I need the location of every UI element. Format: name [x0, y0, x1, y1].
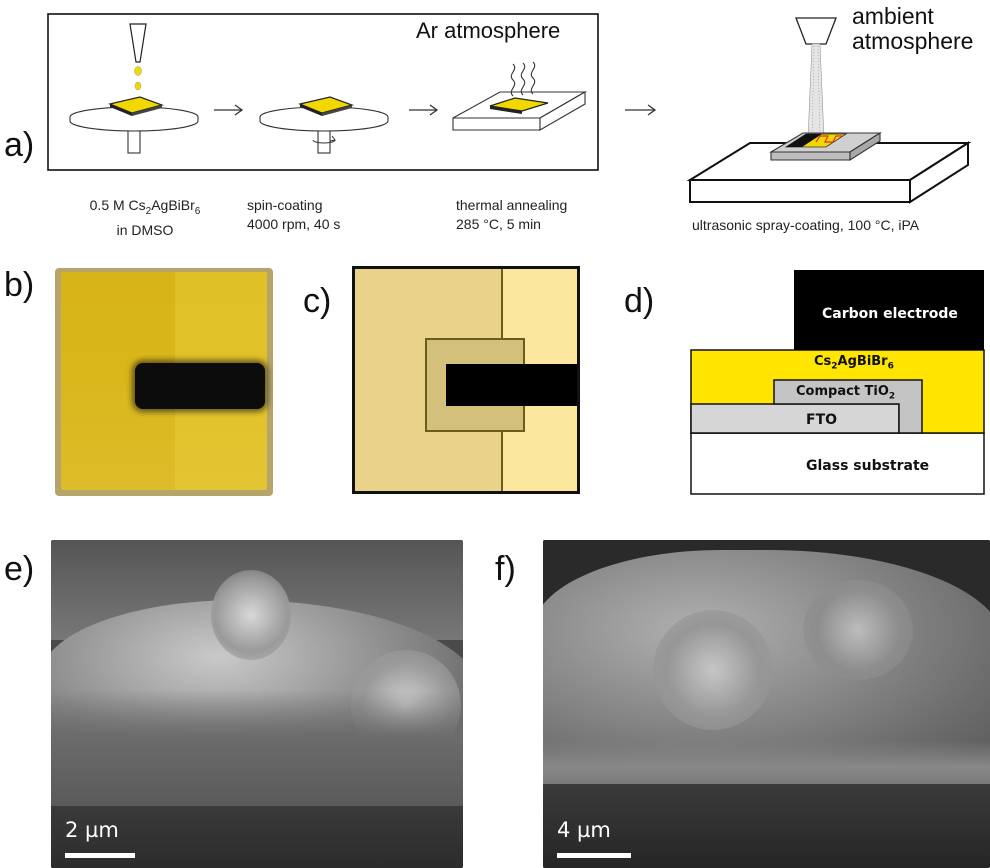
- tio2-layer: [773, 379, 923, 434]
- compact-tio2-label: Compact TiO2: [796, 384, 895, 402]
- panel-label-d: d): [624, 282, 655, 320]
- hotplate-icon: [452, 61, 588, 131]
- sem-image-e: 2 µm: [51, 540, 463, 868]
- step4-caption: ultrasonic spray-coating, 100 °C, iPA: [692, 216, 919, 235]
- step2-text-b: 4000 rpm, 40 s: [247, 216, 341, 232]
- spray-nozzle-icon: [795, 17, 837, 139]
- panel-label-e: e): [4, 550, 35, 588]
- step1-text-c: in DMSO: [116, 221, 174, 238]
- panel-label-b: b): [4, 266, 35, 304]
- spin-coater-1: [69, 96, 199, 154]
- perovskite-label: Cs2AgBiBr6: [814, 354, 894, 372]
- spin-coater-2: [259, 96, 389, 154]
- sem-f-bright-cluster-2: [803, 580, 913, 680]
- perov-text-a: Cs: [814, 354, 832, 369]
- perov-sub-2: 6: [887, 361, 894, 372]
- ar-atmosphere-box: [47, 13, 599, 171]
- step1-sub-2: 6: [194, 205, 201, 217]
- ar-atmosphere-title: Ar atmosphere: [416, 18, 561, 43]
- carbon-contact: [446, 364, 578, 406]
- sample-photo: [55, 268, 273, 496]
- scale-bar-e: [65, 853, 135, 858]
- step1-sub-1: 2: [145, 205, 152, 217]
- step3-caption: thermal annealing 285 °C, 5 min: [456, 196, 567, 234]
- step1-caption: 0.5 M Cs2AgBiBr6 in DMSO: [60, 196, 230, 240]
- sample-carbon-electrode: [135, 363, 265, 409]
- arrow-right-icon-3: [625, 104, 657, 116]
- device-top-view-diagram: [352, 266, 580, 494]
- carbon-layer: [794, 270, 984, 350]
- device-cross-section-diagram: [690, 270, 985, 495]
- step2-caption: spin-coating 4000 rpm, 40 s: [247, 196, 340, 234]
- step2-text-a: spin-coating: [247, 197, 323, 213]
- spray-hotplate-icon: [686, 132, 972, 204]
- step3-text-a: thermal annealing: [456, 197, 568, 213]
- fto-layer: [690, 403, 900, 434]
- perov-sub-1: 2: [831, 361, 838, 372]
- ambient-label-line1: ambient: [852, 3, 934, 29]
- sem-e-bright-cluster-1: [211, 570, 291, 660]
- glass-layer: [690, 432, 985, 495]
- ambient-label-line2: atmosphere: [852, 28, 974, 54]
- panel-a-drawing: [47, 13, 972, 204]
- step3-text-b: 285 °C, 5 min: [456, 216, 541, 232]
- scale-label-f: 4 µm: [557, 818, 611, 842]
- arrow-right-icon-1: [214, 104, 244, 116]
- sem-e-lower-film: [51, 690, 463, 810]
- panel-label-f: f): [495, 550, 516, 588]
- step1-text-b: AgBiBr: [151, 197, 195, 213]
- panel-label-a: a): [4, 126, 35, 164]
- panel-label-c: c): [303, 282, 332, 320]
- glass-substrate-label: Glass substrate: [806, 458, 930, 474]
- sem-image-f: 4 µm: [543, 540, 990, 868]
- step1-text-a: 0.5 M Cs: [89, 197, 146, 213]
- arrow-right-icon-2: [409, 104, 439, 116]
- sem-f-bright-cluster-1: [653, 610, 773, 730]
- scale-label-e: 2 µm: [65, 818, 119, 842]
- step4-text: ultrasonic spray-coating, 100 °C, iPA: [692, 217, 920, 233]
- tio2-text: Compact TiO: [796, 384, 889, 399]
- pipette-icon: [129, 23, 147, 91]
- tio2-sub: 2: [888, 391, 896, 402]
- carbon-electrode-label: Carbon electrode: [822, 306, 958, 322]
- perov-text-b: AgBiBr: [837, 354, 888, 369]
- scale-bar-f: [557, 853, 631, 858]
- fto-label: FTO: [806, 412, 838, 428]
- sem-f-compact-layer: [543, 740, 990, 785]
